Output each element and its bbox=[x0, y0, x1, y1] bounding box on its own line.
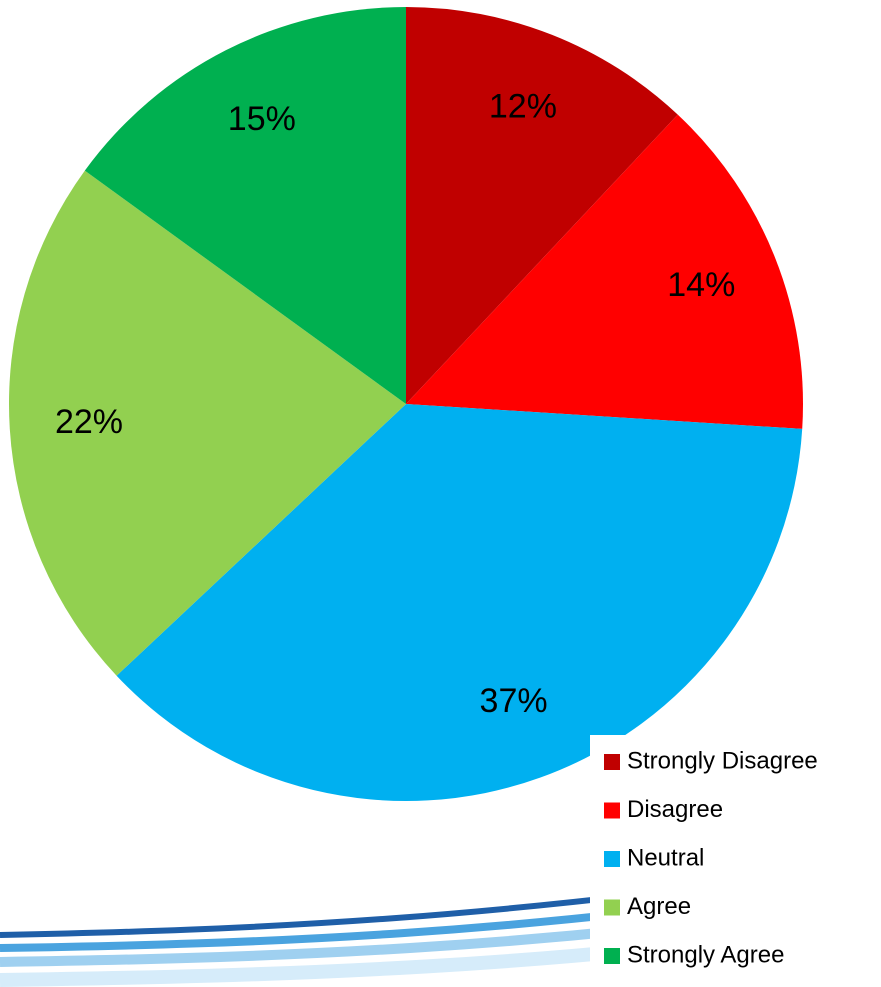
data-label: 12% bbox=[489, 88, 557, 126]
pie-slice bbox=[84, 7, 406, 404]
legend-swatch bbox=[604, 851, 620, 867]
legend-label: Strongly Agree bbox=[627, 941, 784, 968]
pie-slice bbox=[116, 404, 803, 801]
legend-label: Agree bbox=[627, 893, 691, 920]
legend-swatch bbox=[604, 754, 620, 770]
legend-swatch bbox=[604, 948, 620, 964]
data-label: 37% bbox=[480, 682, 548, 720]
legend-box bbox=[590, 735, 881, 987]
legend-label: Neutral bbox=[627, 844, 704, 871]
pie-slice bbox=[8, 170, 406, 676]
pie: 12% 14% 37% 22% 15% bbox=[8, 7, 803, 801]
legend-swatch bbox=[604, 899, 620, 916]
legend-swatch bbox=[604, 802, 620, 819]
data-label: 22% bbox=[55, 403, 123, 441]
data-label: 14% bbox=[667, 266, 735, 304]
legend-label: Disagree bbox=[627, 796, 723, 823]
legend-label: Strongly Disagree bbox=[627, 747, 818, 774]
pie-slice bbox=[406, 7, 678, 404]
pie-slice bbox=[406, 114, 803, 429]
data-label: 15% bbox=[228, 100, 296, 138]
legend: Strongly Disagree Disagree Neutral Agree Str… bbox=[590, 735, 881, 987]
